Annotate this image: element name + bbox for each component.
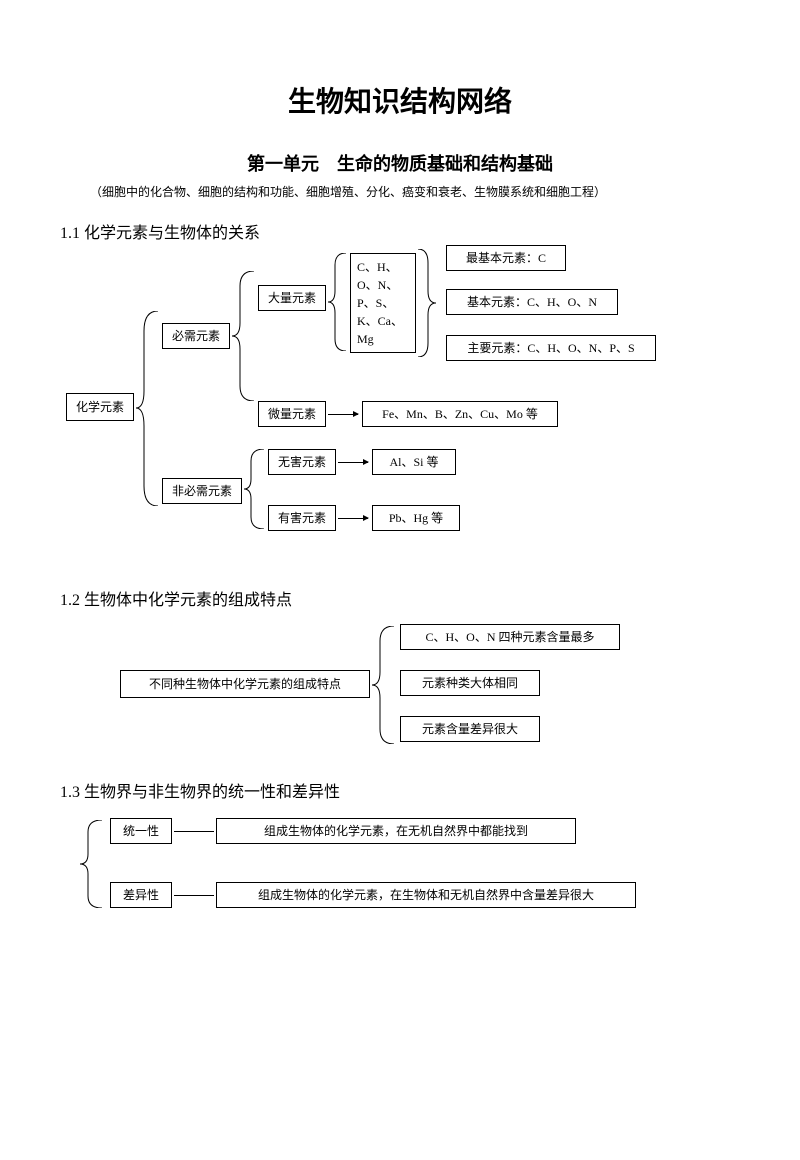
page: 生物知识结构网络 第一单元 生命的物质基础和结构基础 （细胞中的化合物、细胞的结… [0, 0, 800, 972]
brace-majorlist-right [418, 249, 436, 357]
brace-required [232, 271, 254, 401]
node-13-uni: 统一性 [110, 818, 172, 844]
node-nonrequired: 非必需元素 [162, 478, 242, 504]
brace-root [136, 311, 158, 506]
brace-12 [372, 626, 394, 744]
node-tracelist: Fe、Mn、B、Zn、Cu、Mo 等 [362, 401, 558, 427]
node-12-b: 元素种类大体相同 [400, 670, 540, 696]
node-harmful: 有害元素 [268, 505, 336, 531]
node-13-uni-txt: 组成生物体的化学元素，在无机自然界中都能找到 [216, 818, 576, 844]
section-1-2-heading: 1.2 生物体中化学元素的组成特点 [60, 586, 740, 610]
diagram-1-3: 统一性 组成生物体的化学元素，在无机自然界中都能找到 差异性 组成生物体的化学元… [60, 812, 740, 932]
line-13-diff [174, 895, 214, 896]
node-12-left: 不同种生物体中化学元素的组成特点 [120, 670, 370, 698]
brace-nonrequired [244, 449, 264, 529]
node-basic-c: 最基本元素：C [446, 245, 566, 271]
diagram-1-1: 化学元素 必需元素 非必需元素 大量元素 微量元素 C、H、 O、N、 P、S、… [60, 253, 740, 568]
section-1-1-heading: 1.1 化学元素与生物体的关系 [60, 219, 740, 243]
arrow-trace [328, 414, 358, 415]
node-main-chonps: 主要元素：C、H、O、N、P、S [446, 335, 656, 361]
node-trace: 微量元素 [258, 401, 326, 427]
unit-description: （细胞中的化合物、细胞的结构和功能、细胞增殖、分化、癌变和衰老、生物膜系统和细胞… [60, 184, 740, 201]
node-13-diff: 差异性 [110, 882, 172, 908]
section-1-3-heading: 1.3 生物界与非生物界的统一性和差异性 [60, 778, 740, 802]
main-title: 生物知识结构网络 [60, 80, 740, 120]
node-root: 化学元素 [66, 393, 134, 421]
brace-major [328, 253, 346, 351]
node-basic-chon: 基本元素：C、H、O、N [446, 289, 618, 315]
node-majorlist: C、H、 O、N、 P、S、 K、Ca、 Mg [350, 253, 416, 353]
node-major: 大量元素 [258, 285, 326, 311]
node-required: 必需元素 [162, 323, 230, 349]
arrow-harmful [338, 518, 368, 519]
brace-13 [80, 820, 102, 908]
node-12-a: C、H、O、N 四种元素含量最多 [400, 624, 620, 650]
unit-subtitle: 第一单元 生命的物质基础和结构基础 [60, 150, 740, 176]
arrow-harmless [338, 462, 368, 463]
node-harmless: 无害元素 [268, 449, 336, 475]
node-12-c: 元素含量差异很大 [400, 716, 540, 742]
diagram-1-2: 不同种生物体中化学元素的组成特点 C、H、O、N 四种元素含量最多 元素种类大体… [60, 620, 740, 760]
node-harmful-list: Pb、Hg 等 [372, 505, 460, 531]
node-13-diff-txt: 组成生物体的化学元素，在生物体和无机自然界中含量差异很大 [216, 882, 636, 908]
node-harmless-list: Al、Si 等 [372, 449, 456, 475]
line-13-uni [174, 831, 214, 832]
